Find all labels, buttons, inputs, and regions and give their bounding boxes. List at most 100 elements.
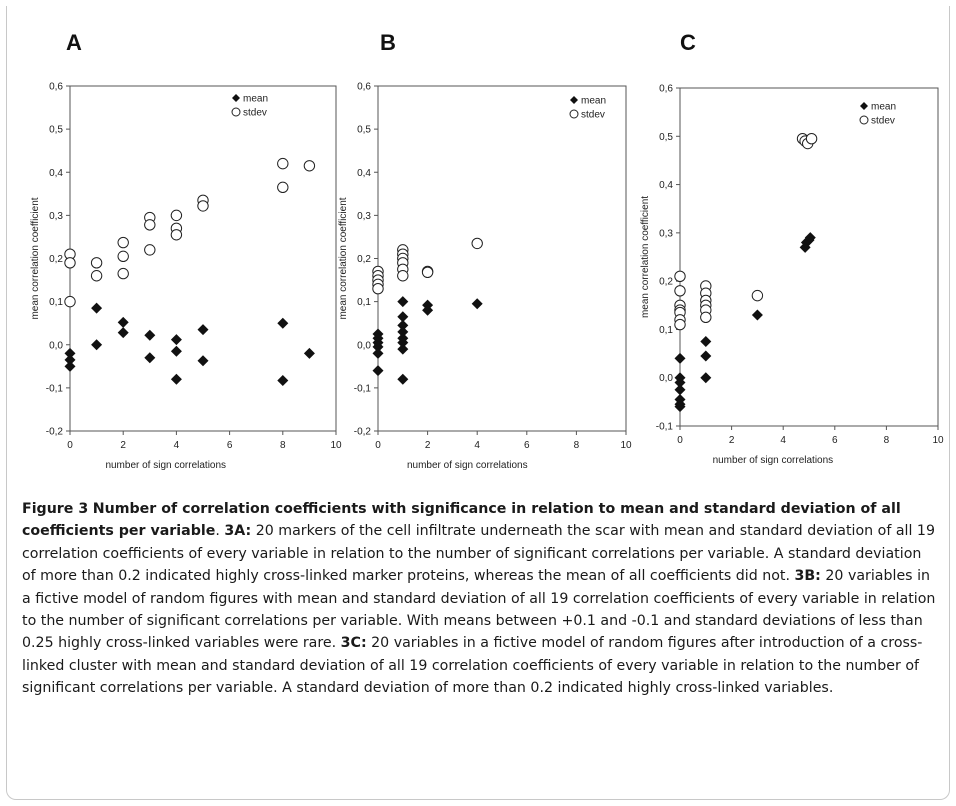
scatter-plot-svg: A -0,2 -0,1 0,0 0,1 0,2 0,3 0,4 0,5 0,6 0 2 4 6 8 10 num…: [30, 30, 342, 471]
stdev-point: [751, 289, 764, 302]
y-tick-label: -0,1: [656, 422, 674, 433]
y-tick-label: 0,6: [357, 82, 371, 93]
x-tick-label: 6: [227, 440, 233, 451]
stdev-point: [303, 160, 316, 172]
stdev-point: [117, 250, 129, 263]
scatter-plot-svg: C -0,1 0,0 0,1 0,2 0,3 0,4 0,5 0,6 0 2 4 6 8 10 number …: [640, 30, 944, 466]
stdev-point: [372, 282, 384, 295]
y-tick-label: 0,3: [659, 228, 673, 239]
stdev-point: [90, 270, 103, 282]
caption-label: Figure 3: [22, 501, 89, 517]
y-tick-label: 0,2: [357, 254, 371, 265]
mean-point: [397, 326, 409, 338]
x-tick-label: 10: [932, 435, 944, 446]
stdev-point: [397, 270, 409, 282]
x-axis-title: number of sign correlations: [713, 455, 834, 466]
x-tick-label: 0: [677, 435, 683, 446]
figure-caption: Figure 3 Number of correlation coefficie…: [22, 501, 936, 697]
chart-panel-c: C -0,1 0,0 0,1 0,2 0,3 0,4 0,5 0,6 0 2 4 6 8 10 number …: [608, 28, 946, 476]
mean-point: [700, 350, 712, 362]
mean-point: [700, 372, 712, 384]
mean-point: [674, 352, 686, 364]
stdev-point: [674, 285, 686, 297]
mean-point: [804, 232, 816, 244]
legend-label: mean: [243, 94, 268, 105]
scatter-plot-svg: B -0,2 -0,1 0,0 0,1 0,2 0,3 0,4 0,5 0,6 0 2 4 6 8 10 num…: [338, 30, 632, 471]
caption-part-a: 20 markers of the cell infiltrate undern…: [22, 523, 935, 585]
stdev-point: [90, 257, 103, 269]
mean-point: [397, 373, 409, 385]
mean-point: [64, 360, 76, 372]
stdev-point: [144, 219, 156, 231]
y-tick-label: 0,2: [49, 254, 63, 265]
stdev-point: [674, 270, 686, 283]
caption-part-c: 20 variables in a fictive model of rando…: [22, 635, 923, 697]
stdev-point: [117, 236, 129, 249]
x-tick-label: 4: [174, 440, 180, 451]
y-tick-label: -0,1: [46, 383, 64, 394]
mean-point: [91, 302, 103, 314]
caption-part-b: 20 variables in a fictive model of rando…: [22, 568, 936, 652]
y-tick-label: -0,2: [46, 427, 64, 438]
stdev-point: [421, 266, 434, 279]
x-tick-label: 0: [375, 440, 381, 451]
stdev-point: [144, 244, 156, 256]
mean-point: [91, 339, 103, 351]
x-tick-label: 0: [67, 440, 73, 451]
mean-point: [277, 317, 289, 329]
x-tick-label: 8: [884, 435, 890, 446]
x-tick-label: 6: [524, 440, 530, 451]
mean-point: [170, 373, 182, 385]
stdev-point: [471, 237, 483, 250]
stdev-point: [277, 157, 289, 170]
mean-point: [64, 354, 76, 366]
legend-label: stdev: [581, 110, 605, 121]
mean-point: [303, 347, 315, 359]
x-tick-label: 8: [574, 440, 580, 451]
x-tick-label: 10: [620, 440, 632, 451]
legend-mean-marker: [860, 102, 868, 110]
stdev-point: [170, 229, 183, 241]
x-tick-label: 4: [474, 440, 480, 451]
plot-frame: [679, 87, 939, 427]
y-tick-label: 0,5: [659, 132, 673, 143]
mean-point: [170, 345, 182, 357]
mean-point: [144, 329, 156, 341]
y-axis-title: mean correlation coefficient: [30, 197, 41, 319]
stdev-point: [64, 257, 76, 269]
mean-point: [471, 298, 483, 310]
caption-part-c-label: 3C:: [340, 635, 367, 652]
caption-title: Number of correlation coefficients with …: [22, 501, 901, 540]
mean-point: [751, 309, 763, 321]
legend-label: mean: [581, 96, 606, 107]
legend-stdev-marker: [231, 107, 241, 117]
y-axis-title: mean correlation coefficient: [640, 196, 651, 318]
stdev-point: [170, 209, 183, 222]
chart-panel-b: B -0,2 -0,1 0,0 0,1 0,2 0,3 0,4 0,5 0,6 0 2 4 6 8 10 num…: [318, 28, 632, 476]
panel-letter: C: [680, 30, 696, 55]
mean-point: [64, 347, 76, 359]
stdev-point: [674, 318, 686, 331]
y-tick-label: 0,4: [357, 168, 371, 179]
mean-point: [397, 311, 409, 323]
caption-part-a-label: 3A:: [224, 523, 252, 540]
mean-point: [197, 355, 209, 367]
mean-point: [674, 377, 686, 389]
x-axis-title: number of sign correlations: [407, 460, 528, 471]
mean-point: [117, 316, 129, 328]
y-tick-label: 0,1: [357, 297, 371, 308]
y-tick-label: 0,0: [659, 373, 673, 384]
mean-point: [674, 384, 686, 396]
y-tick-label: 0,4: [659, 180, 673, 191]
chart-panel-a: A -0,2 -0,1 0,0 0,1 0,2 0,3 0,4 0,5 0,6 0 2 4 6 8 10 num…: [18, 28, 342, 476]
y-axis-title: mean correlation coefficient: [338, 197, 349, 319]
y-tick-label: -0,2: [354, 427, 372, 438]
legend-label: stdev: [243, 108, 267, 119]
mean-point: [397, 343, 409, 355]
y-tick-label: 0,3: [357, 211, 371, 222]
mean-point: [397, 296, 409, 308]
mean-point: [674, 401, 686, 413]
stdev-point: [700, 311, 712, 324]
y-tick-label: 0,1: [659, 325, 673, 336]
y-tick-label: -0,1: [354, 383, 372, 394]
